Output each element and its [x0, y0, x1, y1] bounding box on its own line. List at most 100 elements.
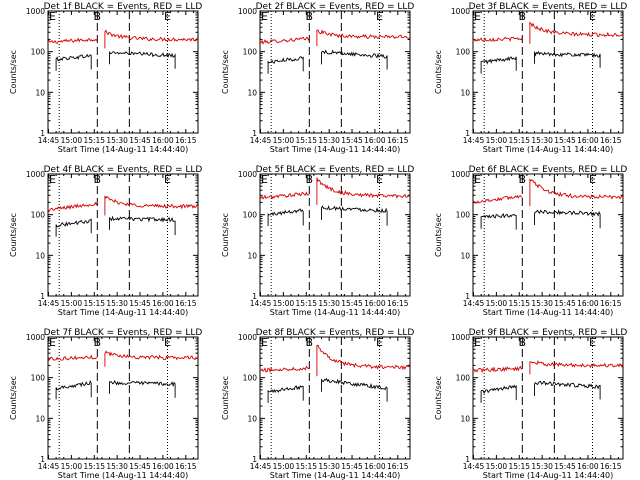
x-tick-label: 15:45 [129, 299, 151, 308]
x-tick-label: 14:45 [463, 299, 485, 308]
y-tick-label: 10 [35, 88, 45, 97]
lld-series-line [316, 177, 411, 205]
x-tick-label: 16:15 [387, 136, 409, 145]
x-axis-label: Start Time (14-Aug-11 14:44:40) [270, 471, 401, 480]
panel-title: Det 5f BLACK = Events, RED = LLD [256, 165, 415, 175]
y-tick-label: 1 [252, 455, 257, 464]
y-axis-label: Counts/sec [434, 213, 443, 257]
marker-label: E [164, 10, 171, 23]
x-tick-label: 16:15 [175, 462, 197, 471]
y-tick-label: 1000 [451, 333, 470, 342]
y-tick-label: 1000 [238, 333, 257, 342]
x-tick-label: 15:00 [61, 136, 83, 145]
y-tick-label: 1 [252, 129, 257, 138]
x-tick-label: 15:15 [83, 462, 105, 471]
x-tick-label: 15:30 [106, 299, 128, 308]
x-tick-label: 16:00 [364, 136, 386, 145]
plot-frame [47, 173, 199, 297]
x-tick-label: 15:30 [318, 136, 340, 145]
x-tick-label: 16:15 [600, 462, 622, 471]
marker-label: E [376, 336, 383, 349]
lld-series-line [529, 178, 624, 207]
y-tick-label: 10 [35, 414, 45, 423]
x-tick-label: 15:00 [486, 299, 508, 308]
y-axis-label: Counts/sec [434, 50, 443, 94]
x-tick-label: 15:15 [508, 462, 530, 471]
panel-title: Det 6f BLACK = Events, RED = LLD [469, 165, 628, 175]
x-tick-label: 15:45 [341, 136, 363, 145]
x-tick-label: 16:15 [387, 299, 409, 308]
y-tick-label: 10 [247, 251, 257, 260]
x-tick-label: 15:45 [554, 462, 576, 471]
x-tick-label: 15:30 [531, 136, 553, 145]
x-tick-label: 16:00 [152, 136, 174, 145]
x-axis-label: Start Time (14-Aug-11 14:44:40) [58, 308, 189, 317]
x-tick-label: 16:15 [387, 462, 409, 471]
x-tick-label: 15:00 [61, 462, 83, 471]
marker-label: B [306, 10, 314, 23]
x-tick-label: 15:00 [486, 462, 508, 471]
panel-det-9f: Det 9f BLACK = Events, RED = LLD 1 10 100 10… [434, 328, 627, 480]
marker-label: B [306, 173, 314, 186]
plot-frame [472, 10, 624, 134]
marker-label: B [519, 10, 527, 23]
events-series-line [55, 379, 92, 400]
y-tick-label: 100 [456, 48, 471, 57]
y-tick-label: 1 [40, 292, 45, 301]
panel-det-1f: Det 1f BLACK = Events, RED = LLD 1 10 100 10… [9, 2, 202, 154]
y-axis-label: Counts/sec [221, 376, 230, 420]
lld-series-line [472, 365, 523, 374]
x-tick-label: 15:30 [318, 462, 340, 471]
lld-series-line [104, 29, 199, 49]
y-tick-label: 100 [243, 374, 258, 383]
corner-label: E [474, 336, 481, 349]
x-axis-label: Start Time (14-Aug-11 14:44:40) [483, 308, 614, 317]
events-series-line [55, 218, 92, 237]
lld-series-line [472, 36, 523, 42]
x-tick-label: 16:00 [364, 299, 386, 308]
x-tick-label: 15:45 [554, 136, 576, 145]
panel-det-3f: Det 3f BLACK = Events, RED = LLD 1 10 100 10… [434, 2, 627, 154]
lld-series-line [259, 36, 310, 45]
x-tick-label: 14:45 [250, 299, 272, 308]
lld-series-line [104, 350, 199, 367]
x-tick-label: 15:15 [83, 299, 105, 308]
panel-det-7f: Det 7f BLACK = Events, RED = LLD 1 10 100 10… [9, 328, 202, 480]
lld-series-line [47, 201, 98, 213]
x-tick-label: 15:15 [295, 136, 317, 145]
events-series-line [534, 50, 601, 68]
marker-label: B [519, 336, 527, 349]
x-tick-label: 15:15 [295, 299, 317, 308]
x-tick-label: 15:45 [129, 462, 151, 471]
x-tick-label: 14:45 [463, 136, 485, 145]
events-series-line [267, 56, 304, 74]
x-tick-label: 15:45 [341, 462, 363, 471]
events-series-line [534, 209, 601, 229]
x-tick-label: 16:15 [175, 136, 197, 145]
events-series-line [534, 380, 601, 400]
y-axis-label: Counts/sec [9, 50, 18, 94]
y-tick-label: 10 [35, 251, 45, 260]
plot-frame [472, 173, 624, 297]
y-tick-label: 1000 [238, 170, 257, 179]
y-tick-label: 100 [31, 374, 46, 383]
y-tick-label: 100 [456, 211, 471, 220]
x-tick-label: 15:45 [341, 299, 363, 308]
y-tick-label: 1000 [238, 7, 257, 16]
corner-label: E [49, 173, 56, 186]
corner-label: E [474, 173, 481, 186]
y-tick-label: 1 [40, 129, 45, 138]
lld-series-line [316, 29, 411, 46]
y-tick-label: 1 [465, 455, 470, 464]
x-tick-label: 15:15 [508, 299, 530, 308]
x-tick-label: 16:00 [577, 462, 599, 471]
events-series-line [480, 56, 517, 74]
events-series-line [321, 49, 388, 70]
panel-title: Det 2f BLACK = Events, RED = LLD [256, 2, 415, 12]
marker-label: E [589, 10, 596, 23]
x-tick-label: 15:45 [554, 299, 576, 308]
lld-series-line [104, 195, 199, 216]
y-axis-label: Counts/sec [221, 213, 230, 257]
x-tick-label: 16:00 [152, 299, 174, 308]
